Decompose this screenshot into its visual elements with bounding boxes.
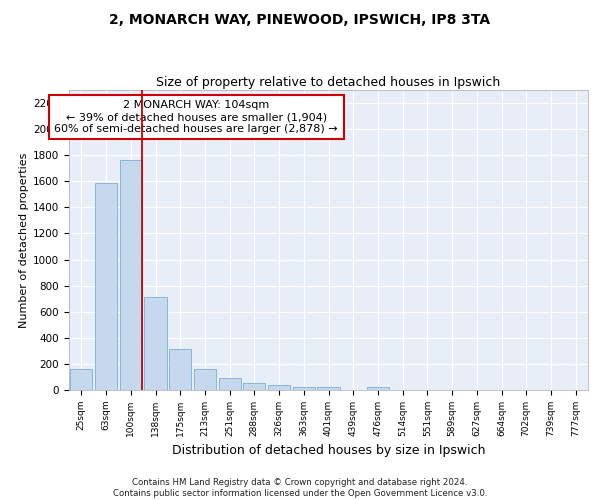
Bar — [145, 298, 167, 390]
Text: Contains HM Land Registry data © Crown copyright and database right 2024.
Contai: Contains HM Land Registry data © Crown c… — [113, 478, 487, 498]
Text: 2 MONARCH WAY: 104sqm
← 39% of detached houses are smaller (1,904)
60% of semi-d: 2 MONARCH WAY: 104sqm ← 39% of detached … — [55, 100, 338, 134]
Bar — [70, 369, 92, 390]
X-axis label: Distribution of detached houses by size in Ipswich: Distribution of detached houses by size … — [172, 444, 485, 458]
Bar — [169, 349, 191, 390]
Bar — [268, 386, 290, 390]
Bar — [243, 383, 265, 390]
Bar — [95, 182, 117, 390]
Text: 2, MONARCH WAY, PINEWOOD, IPSWICH, IP8 3TA: 2, MONARCH WAY, PINEWOOD, IPSWICH, IP8 3… — [109, 12, 491, 26]
Title: Size of property relative to detached houses in Ipswich: Size of property relative to detached ho… — [157, 76, 500, 89]
Bar — [218, 378, 241, 390]
Y-axis label: Number of detached properties: Number of detached properties — [19, 152, 29, 328]
Bar — [293, 386, 315, 390]
Bar — [317, 388, 340, 390]
Bar — [367, 388, 389, 390]
Bar — [119, 160, 142, 390]
Bar — [194, 369, 216, 390]
